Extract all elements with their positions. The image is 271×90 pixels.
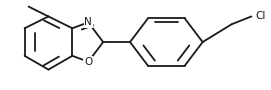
Text: O: O xyxy=(84,57,92,67)
Text: N: N xyxy=(84,17,92,27)
Text: Cl: Cl xyxy=(255,11,266,21)
